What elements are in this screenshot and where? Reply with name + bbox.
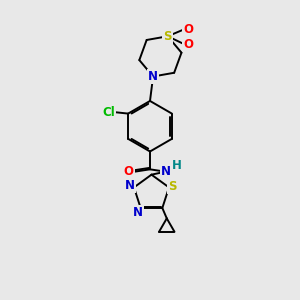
Text: N: N <box>133 206 143 219</box>
Text: S: S <box>168 180 177 193</box>
Text: O: O <box>124 165 134 178</box>
Text: S: S <box>164 30 172 43</box>
Text: H: H <box>172 159 182 172</box>
Text: N: N <box>125 179 135 192</box>
Text: Cl: Cl <box>102 106 115 118</box>
Text: N: N <box>148 70 158 83</box>
Text: N: N <box>161 165 171 178</box>
Text: O: O <box>183 22 193 36</box>
Text: O: O <box>183 38 193 51</box>
